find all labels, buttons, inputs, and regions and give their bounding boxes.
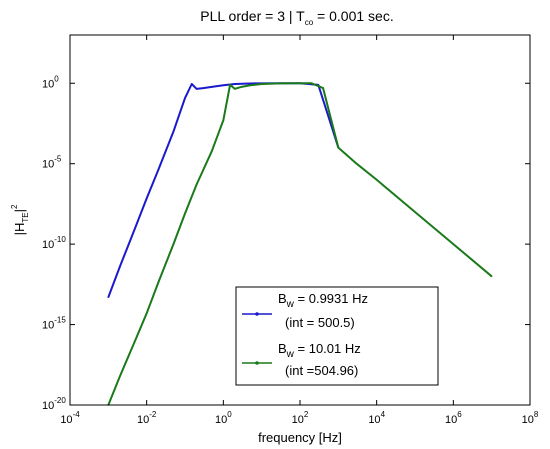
series-2-point	[260, 83, 263, 85]
x-tick-label: 10-2	[137, 410, 157, 426]
x-tick-label: 108	[522, 410, 539, 426]
series-1-point	[202, 87, 205, 89]
y-tick-label: 100	[42, 74, 59, 90]
series-layer	[107, 82, 493, 406]
series-1-point	[157, 169, 160, 171]
series-2-point	[234, 88, 236, 90]
x-tick-label: 10-4	[60, 410, 80, 426]
x-axis-label: frequency [Hz]	[258, 430, 342, 445]
y-tick-label: 10-5	[42, 155, 62, 171]
series-2-point	[210, 150, 213, 152]
x-tick-label: 106	[445, 410, 462, 426]
series-1-point	[222, 84, 225, 87]
series-1-point	[145, 197, 148, 200]
series-2-point	[355, 162, 358, 165]
series-1-point	[134, 227, 136, 229]
series-2-point	[195, 183, 198, 186]
series-2-point	[310, 82, 313, 85]
legend-box	[235, 286, 439, 386]
series-1-point	[119, 265, 121, 268]
x-tick-label: 104	[368, 410, 385, 426]
series-1-point	[190, 83, 193, 85]
series-1-point	[184, 97, 186, 99]
legend: Bw = 0.9931 Hz (int = 500.5) Bw = 10.01 …	[235, 286, 439, 386]
legend-note-2: (int =504.96)	[285, 363, 358, 378]
series-1-point	[195, 88, 198, 90]
y-tick-label: 10-15	[42, 316, 66, 332]
series-2-point	[299, 82, 301, 85]
series-2-point	[145, 312, 148, 315]
legend-note-1: (int = 500.5)	[285, 315, 355, 330]
series-1-point	[107, 296, 110, 299]
series-2-point	[172, 243, 175, 245]
series-1-point	[210, 86, 213, 88]
series-2-point	[249, 84, 251, 87]
series-2-point	[375, 178, 378, 181]
legend-label-1: Bw = 0.9931 Hz	[278, 291, 368, 310]
series-2-point	[134, 339, 136, 342]
series-2-point	[222, 119, 225, 122]
series-2-point	[279, 82, 281, 85]
plot-frame	[69, 34, 531, 406]
y-tick-label: 10-20	[42, 396, 66, 412]
chart-title: PLL order = 3 | Tco = 0.001 sec.	[200, 8, 393, 27]
series-1-point	[234, 83, 236, 85]
series-2-point	[240, 86, 243, 88]
series-2-point	[490, 275, 493, 278]
series-1-point	[172, 130, 175, 133]
y-tick-label: 10-10	[42, 235, 66, 251]
y-axis-label: |HTE|2	[10, 204, 30, 235]
series-2-point	[184, 212, 186, 215]
series-2-point	[414, 211, 416, 213]
legend-marker-1	[255, 312, 259, 316]
series-2-point	[229, 84, 231, 86]
x-tick-label: 100	[215, 410, 232, 426]
series-2-point	[322, 87, 324, 89]
series-2-point	[119, 375, 121, 378]
series-2-point	[452, 243, 455, 245]
series-2-point	[337, 146, 340, 149]
x-tick-label: 102	[292, 410, 309, 426]
series-2-point	[157, 281, 160, 284]
series-1-point	[249, 82, 251, 85]
legend-marker-2	[255, 361, 259, 365]
legend-label-2: Bw = 10.01 Hz	[278, 341, 361, 360]
